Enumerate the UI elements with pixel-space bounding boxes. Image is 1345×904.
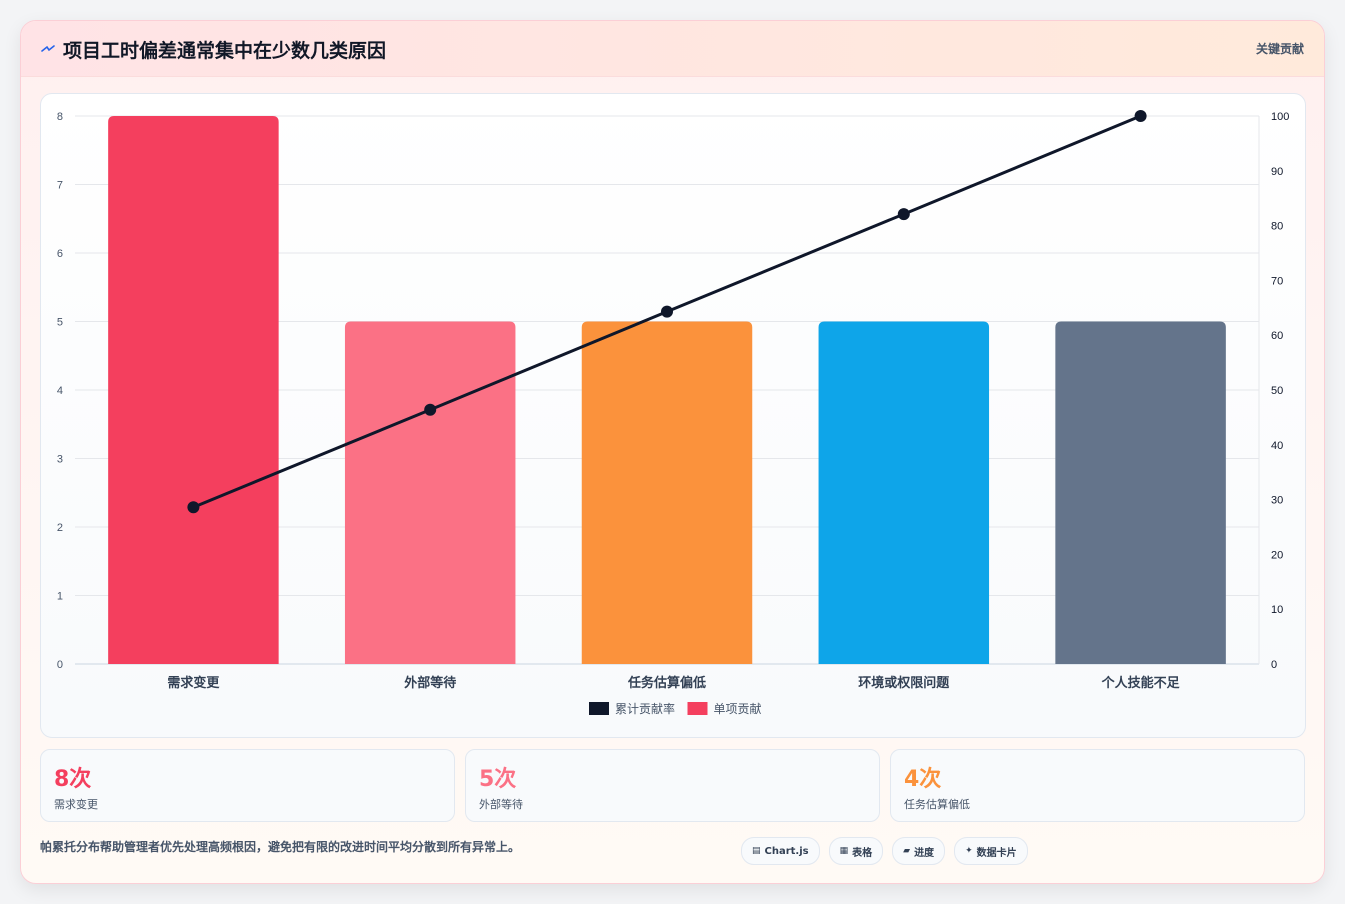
card-header: 项目工时偏差通常集中在少数几类原因 关键贡献 xyxy=(21,21,1324,77)
y-left-tick-label: 6 xyxy=(57,248,63,260)
y-right-tick-label: 90 xyxy=(1271,166,1283,178)
line-point xyxy=(661,305,673,318)
y-right-tick-label: 20 xyxy=(1271,549,1283,561)
pill-table[interactable]: ▦ 表格 xyxy=(828,837,884,865)
y-right-tick-label: 0 xyxy=(1271,659,1277,671)
pill-label: 进度 xyxy=(914,847,935,859)
stat-value: 8次 xyxy=(54,767,92,792)
footer-note: 帕累托分布帮助管理者优先处理高频根因，避免把有限的改进时间平均分散到所有异常上。 xyxy=(40,840,521,854)
legend-label: 单项贡献 xyxy=(714,701,762,716)
pill-label: 表格 xyxy=(852,847,873,859)
stat-card-2: 5次 外部等待 xyxy=(465,749,880,822)
pill-label: 数据卡片 xyxy=(976,847,1017,859)
bar xyxy=(818,321,990,664)
line-point xyxy=(1134,110,1147,122)
header-tag: 关键贡献 xyxy=(1255,42,1304,56)
y-right-tick-label: 70 xyxy=(1271,275,1283,287)
pill-progress[interactable]: ▰ 进度 xyxy=(892,837,946,865)
stat-label: 需求变更 xyxy=(54,798,98,811)
stat-card-1: 8次 需求变更 xyxy=(40,749,455,822)
legend-swatch xyxy=(589,702,609,715)
legend-label: 累计贡献率 xyxy=(615,701,675,716)
line-point xyxy=(897,208,910,221)
y-right-tick-label: 80 xyxy=(1271,221,1283,233)
pill-chartjs[interactable]: ▤ Chart.js xyxy=(741,837,820,865)
sparkle-icon: ✦ xyxy=(965,846,973,856)
y-left-tick-label: 8 xyxy=(57,111,63,123)
line-point xyxy=(424,403,437,416)
y-right-tick-label: 50 xyxy=(1271,385,1283,397)
bar xyxy=(581,321,753,664)
legend-swatch xyxy=(687,702,708,715)
pill-data-card[interactable]: ✦ 数据卡片 xyxy=(954,837,1028,865)
x-tick-label: 外部等待 xyxy=(403,675,456,691)
chart-panel: 0 1 2 3 4 5 6 7 8 0 10 20 30 40 50 60 70 80 90 100 需求变更 外部等待任… xyxy=(40,93,1306,738)
bar xyxy=(1055,321,1226,664)
y-right-tick-label: 30 xyxy=(1271,495,1283,507)
y-right-tick-label: 40 xyxy=(1271,440,1283,452)
y-left-tick-label: 2 xyxy=(57,522,63,534)
y-left-tick-label: 3 xyxy=(57,454,63,466)
x-tick-label: 需求变更 xyxy=(167,675,220,691)
spark-icon xyxy=(41,45,55,52)
chart-card: 项目工时偏差通常集中在少数几类原因 关键贡献 0 1 2 3 4 5 6 7 8 0 10 20 30 4… xyxy=(20,20,1325,884)
y-left-tick-label: 0 xyxy=(57,659,63,671)
y-right-tick-label: 10 xyxy=(1271,604,1283,616)
bar xyxy=(344,321,516,664)
y-right-tick-label: 60 xyxy=(1271,330,1283,342)
y-left-tick-label: 7 xyxy=(57,180,63,192)
line-point xyxy=(187,501,200,514)
bar xyxy=(108,116,279,664)
x-tick-label: 任务估算偏低 xyxy=(627,675,706,691)
page-title: 项目工时偏差通常集中在少数几类原因 xyxy=(63,40,387,62)
y-left-tick-label: 1 xyxy=(57,591,63,603)
pill-label: Chart.js xyxy=(764,845,809,857)
stat-label: 外部等待 xyxy=(479,798,523,811)
stat-value: 5次 xyxy=(479,767,517,792)
pareto-chart: 0123456780102030405060708090100需求变更 外部等待任… xyxy=(57,110,1289,716)
stat-value: 4次 xyxy=(904,767,942,792)
x-tick-label: 个人技能不足 xyxy=(1101,675,1181,691)
table-icon: ▦ xyxy=(839,846,849,856)
stat-label: 任务估算偏低 xyxy=(904,798,970,811)
tag-pills: ▤ Chart.js ▦ 表格 ▰ 进度 ✦ 数据卡片 xyxy=(741,837,1028,865)
y-right-tick-label: 100 xyxy=(1271,111,1289,123)
y-left-tick-label: 4 xyxy=(57,385,63,397)
y-left-tick-label: 5 xyxy=(57,317,63,329)
x-tick-label: 环境或权限问题 xyxy=(858,675,950,691)
chart-icon: ▤ xyxy=(752,846,761,856)
progress-icon: ▰ xyxy=(903,846,911,856)
stat-card-3: 4次 任务估算偏低 xyxy=(890,749,1305,822)
